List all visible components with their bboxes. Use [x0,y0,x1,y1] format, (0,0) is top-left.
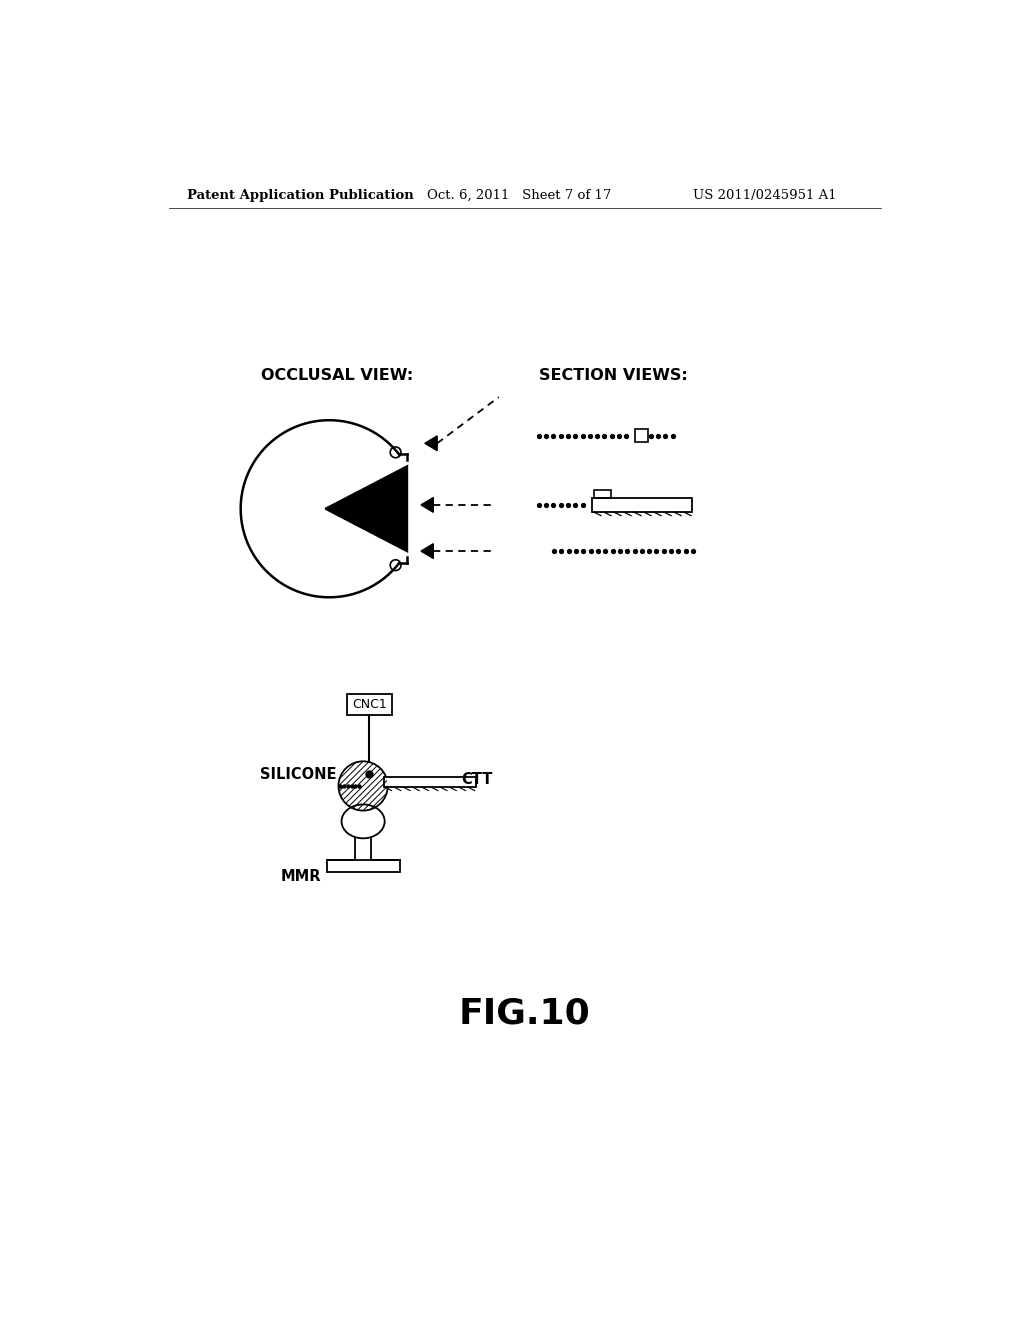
Bar [592,498,692,512]
Text: SILICONE: SILICONE [260,767,337,781]
Text: OCCLUSAL VIEW:: OCCLUSAL VIEW: [261,368,414,383]
Text: CTT: CTT [462,772,493,787]
Text: FIG.10: FIG.10 [459,997,591,1030]
Text: SECTION VIEWS:: SECTION VIEWS: [539,368,687,383]
Text: Oct. 6, 2011   Sheet 7 of 17: Oct. 6, 2011 Sheet 7 of 17 [427,189,611,202]
Text: Patent Application Publication: Patent Application Publication [186,189,414,202]
Bar [635,429,647,442]
Polygon shape [421,544,433,558]
Polygon shape [421,498,433,512]
Bar [384,776,476,788]
Text: US 2011/0245951 A1: US 2011/0245951 A1 [692,189,837,202]
Bar [327,859,399,873]
Polygon shape [425,436,437,450]
Text: CNC1: CNC1 [352,698,387,711]
Text: MMR: MMR [281,869,322,883]
Polygon shape [326,466,408,552]
Circle shape [339,762,388,810]
Bar [347,693,391,715]
Bar [594,490,610,498]
